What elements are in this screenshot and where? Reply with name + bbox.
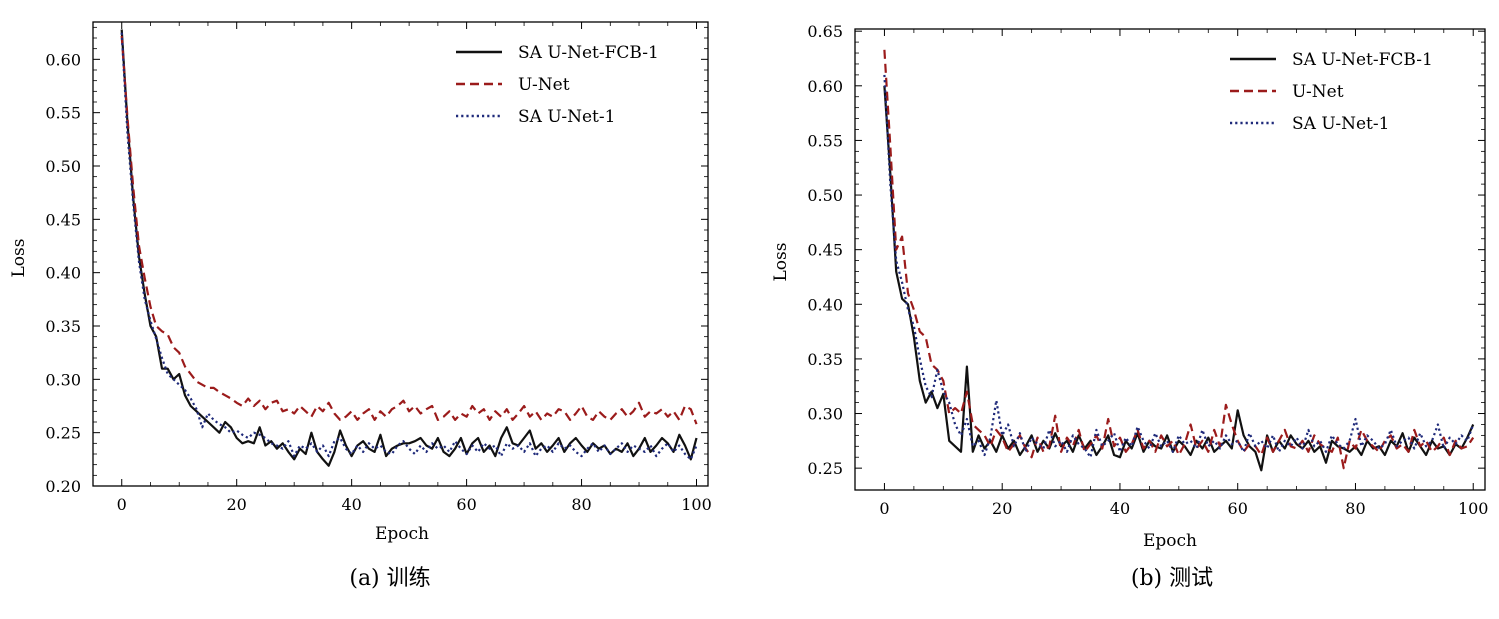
panel-b-ytick-label: 0.65 — [807, 22, 843, 41]
panel-b-ytick-label: 0.40 — [807, 295, 843, 314]
panel-b-ytick-label: 0.30 — [807, 405, 843, 424]
panel-b-xlabel: Epoch — [1143, 531, 1197, 551]
panel-a-xtick-label: 60 — [456, 495, 476, 514]
panel-a-ytick-label: 0.25 — [45, 424, 81, 443]
panel-a-xtick-label: 0 — [117, 495, 127, 514]
panel-b-plot: 0 20 40 60 80 100 0.25 0.30 0.35 0.40 0.45 0.50 0.55… — [807, 22, 1488, 518]
panel-b: 0 20 40 60 80 100 0.25 0.30 0.35 0.40 0.45 0.50 0.55… — [771, 22, 1488, 591]
panel-a-caption: (a) 训练 — [349, 566, 430, 591]
panel-b-xtick-label: 100 — [1458, 499, 1489, 518]
panel-a-ytick-label: 0.35 — [45, 317, 81, 336]
panel-b-xtick-label: 80 — [1345, 499, 1365, 518]
panel-a-ytick-label: 0.45 — [45, 210, 81, 229]
panel-a-ylabel: Loss — [9, 239, 29, 278]
panel-a-series-u-net — [120, 35, 698, 425]
panel-b-series-sa-u-net-1 — [883, 74, 1475, 459]
panel-a-ytick-label: 0.60 — [45, 50, 81, 69]
panel-a-ytick-label: 0.30 — [45, 370, 81, 389]
panel-a-series-sa-u-net-fcb-1 — [120, 29, 698, 467]
panel-b-frame — [854, 28, 1486, 491]
panel-a-legend-label: U-Net — [518, 75, 570, 95]
panel-a-frame — [92, 21, 709, 487]
panel-b-legend-label: SA U-Net-FCB-1 — [1292, 50, 1433, 70]
panel-a-ytick-label: 0.50 — [45, 157, 81, 176]
panel-b-series-sa-u-net-fcb-1 — [883, 85, 1475, 472]
panel-b-caption: (b) 测试 — [1131, 566, 1213, 591]
panel-b-ytick-label: 0.60 — [807, 77, 843, 96]
panel-b-legend-label: SA U-Net-1 — [1292, 114, 1389, 134]
panel-a-xtick-label: 80 — [571, 495, 591, 514]
panel-b-ylabel: Loss — [771, 243, 791, 282]
panel-b-ytick-label: 0.35 — [807, 350, 843, 369]
panel-b-xtick-label: 20 — [992, 499, 1012, 518]
panel-b-xtick-label: 0 — [879, 499, 889, 518]
panel-b-legend-label: U-Net — [1292, 82, 1344, 102]
panel-a-plot: 0 20 40 60 80 100 0.20 0.25 0.30 0.35 0.40 0.45 0.50… — [45, 21, 712, 514]
panel-a-ytick-label: 0.40 — [45, 264, 81, 283]
panel-a-xlabel: Epoch — [375, 524, 429, 544]
panel-b-xtick-label: 40 — [1110, 499, 1130, 518]
panel-a: 0 20 40 60 80 100 0.20 0.25 0.30 0.35 0.40 0.45 0.50… — [9, 21, 712, 591]
panel-a-series-sa-u-net-1 — [120, 32, 698, 461]
panel-a-legend-label: SA U-Net-FCB-1 — [518, 43, 659, 63]
panel-a-xtick-label: 100 — [681, 495, 712, 514]
panel-a-ytick-label: 0.55 — [45, 104, 81, 123]
panel-b-series-u-net — [883, 49, 1475, 470]
panel-a-xtick-label: 20 — [227, 495, 247, 514]
panel-b-ytick-label: 0.45 — [807, 241, 843, 260]
panel-a-legend-label: SA U-Net-1 — [518, 107, 615, 127]
panel-b-xtick-label: 60 — [1228, 499, 1248, 518]
panel-a-ytick-label: 0.20 — [45, 477, 81, 496]
panel-b-ytick-label: 0.50 — [807, 186, 843, 205]
panel-a-xtick-label: 40 — [341, 495, 361, 514]
panel-b-ytick-label: 0.25 — [807, 459, 843, 478]
panel-b-ytick-label: 0.55 — [807, 131, 843, 150]
